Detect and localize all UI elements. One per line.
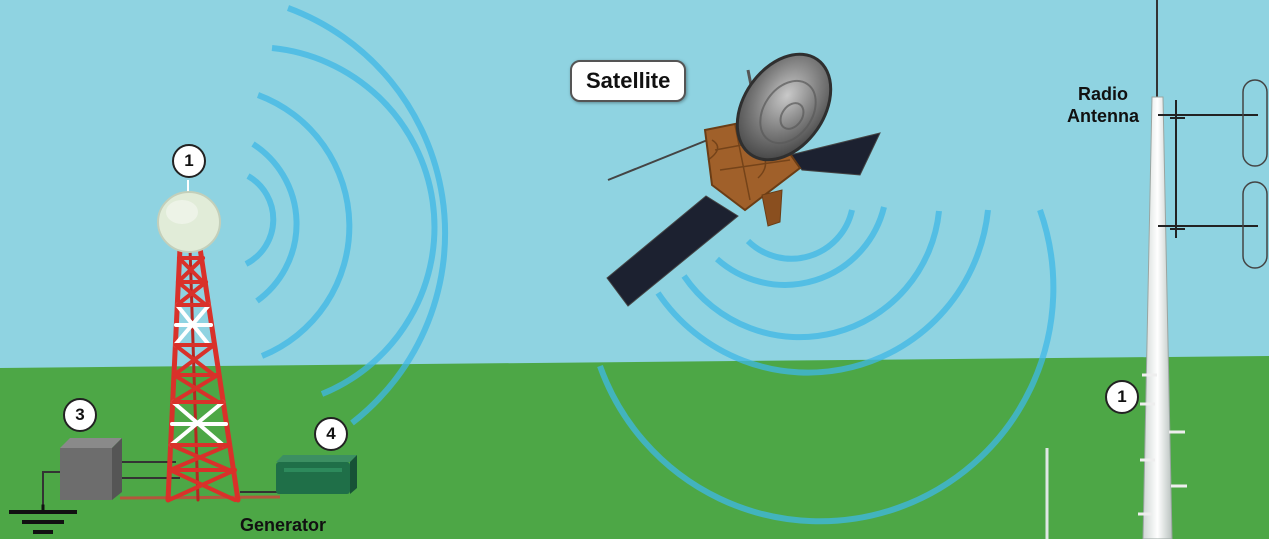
- marker-dish: 1: [172, 144, 206, 178]
- sky: [0, 0, 1269, 368]
- ground-cable-red: [119, 495, 281, 500]
- generator-unit: [276, 455, 357, 494]
- radio-antenna-label: Radio Antenna: [1067, 84, 1139, 126]
- marker-shelter: 3: [63, 398, 97, 432]
- lattice-tower: [165, 245, 241, 503]
- ground-symbol: [9, 504, 77, 534]
- satellite-thruster: [761, 189, 783, 227]
- radio-antenna-mast: [1138, 0, 1187, 539]
- equipment-shelter: [60, 438, 122, 500]
- marker-antenna: 1: [1105, 380, 1139, 414]
- satellite-antenna-rod: [607, 134, 721, 181]
- marker-generator: 4: [314, 417, 348, 451]
- generator-label: Generator: [239, 515, 327, 535]
- satellite-signal-waves: [597, 206, 1057, 525]
- dipole-elements: [1158, 79, 1268, 269]
- satellite-label: Satellite: [570, 60, 687, 102]
- satellite-body-group: [606, 52, 881, 307]
- tower-dish-highlight: [166, 200, 198, 224]
- tower-signal-waves: [244, 5, 449, 426]
- solar-panel-left: [606, 195, 739, 307]
- satellite-dish: [735, 52, 833, 162]
